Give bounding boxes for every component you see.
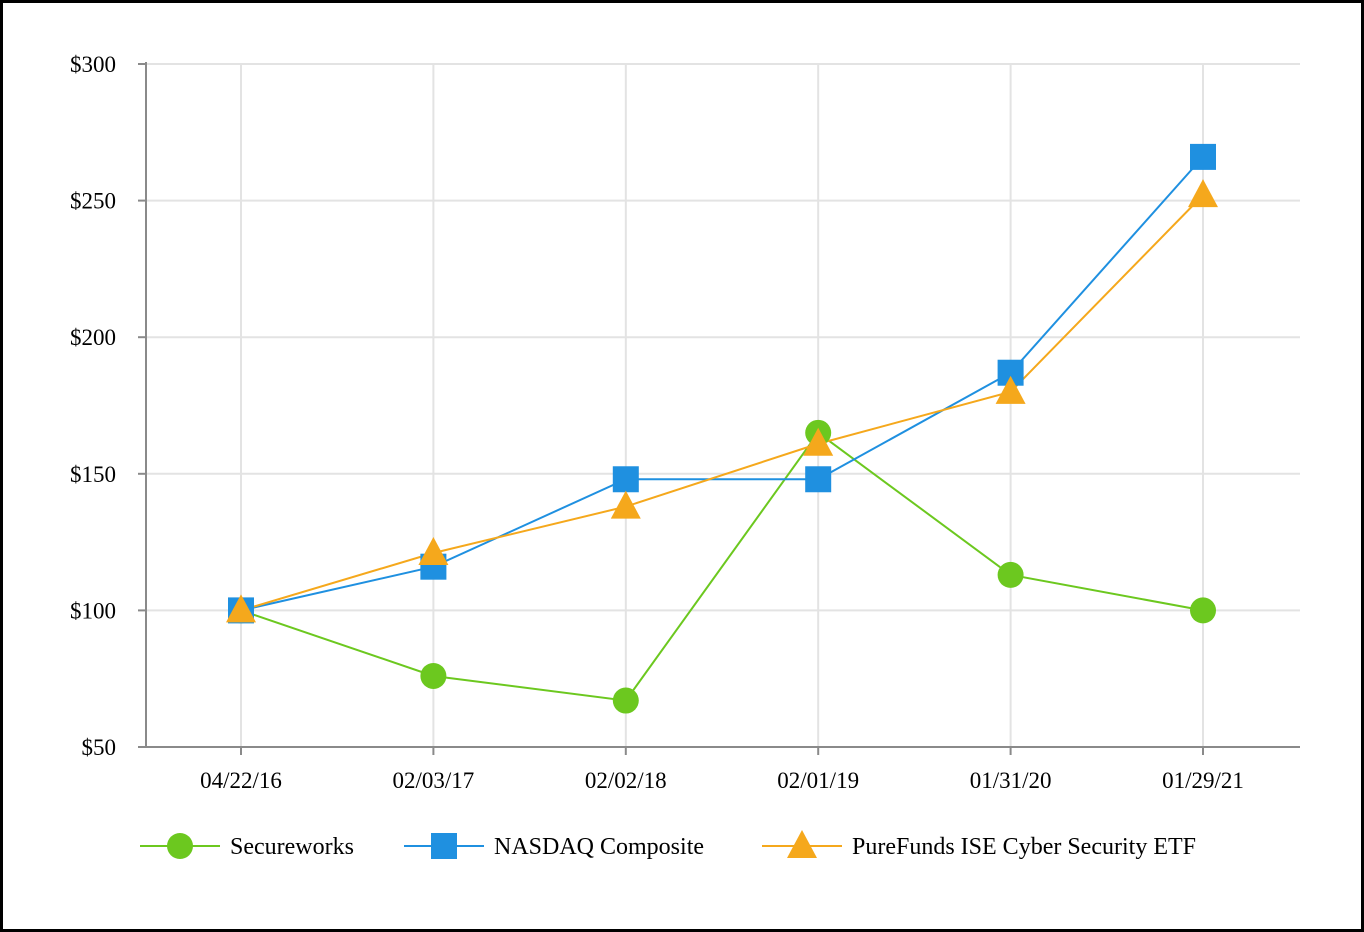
x-tick-label: 04/22/16: [200, 768, 282, 793]
series-line-secureworks: [240, 431, 1204, 702]
x-tick-label: 01/29/21: [1162, 768, 1244, 793]
y-tick-label: $300: [70, 52, 116, 77]
y-tick-label: $50: [82, 735, 117, 760]
axes: $50 $100 $150 $200 $250 $300 04/22/16 02/03/17 0…: [70, 52, 1300, 793]
y-tick-label: $150: [70, 462, 116, 487]
data-point-nasdaq-composite: [805, 466, 832, 493]
y-tick-label: $250: [70, 189, 116, 214]
data-point-purefunds-ise-cyber-security-etf: [418, 537, 449, 566]
data-point-secureworks: [612, 687, 639, 714]
data-point-secureworks: [1190, 597, 1216, 624]
data-point-nasdaq-composite: [1190, 143, 1216, 170]
x-tick-label: 01/31/20: [970, 768, 1052, 793]
series: [226, 143, 1218, 714]
legend-marker-nasdaq-composite: [431, 833, 457, 859]
x-tick-label: 02/01/19: [777, 768, 859, 793]
data-point-purefunds-ise-cyber-security-etf: [803, 427, 834, 456]
legend-marker-purefunds-ise-cyber-security-etf: [787, 830, 817, 858]
legend-label-nasdaq-composite: NASDAQ Composite: [494, 834, 704, 860]
y-tick-label: $100: [70, 598, 116, 623]
data-point-secureworks: [997, 561, 1024, 588]
series-line-purefunds-ise-cyber-security-etf: [240, 194, 1204, 612]
legend-marker-secureworks: [167, 833, 193, 859]
legend-label-secureworks: Secureworks: [230, 834, 354, 860]
legend-label-purefunds-ise-cyber-security-etf: PureFunds ISE Cyber Security ETF: [852, 834, 1196, 860]
grid: [146, 63, 1300, 747]
series-line-nasdaq-composite: [240, 156, 1204, 612]
data-point-purefunds-ise-cyber-security-etf: [995, 375, 1026, 404]
x-tick-label: 02/03/17: [393, 768, 475, 793]
data-point-purefunds-ise-cyber-security-etf: [1188, 179, 1218, 208]
x-tick-label: 02/02/18: [585, 768, 667, 793]
data-point-purefunds-ise-cyber-security-etf: [226, 594, 256, 623]
y-tick-label: $200: [70, 325, 116, 350]
data-point-secureworks: [420, 662, 447, 689]
legend: Secureworks NASDAQ Composite PureFunds ISE…: [140, 830, 1196, 860]
data-point-nasdaq-composite: [612, 466, 639, 493]
data-point-purefunds-ise-cyber-security-etf: [610, 490, 641, 519]
